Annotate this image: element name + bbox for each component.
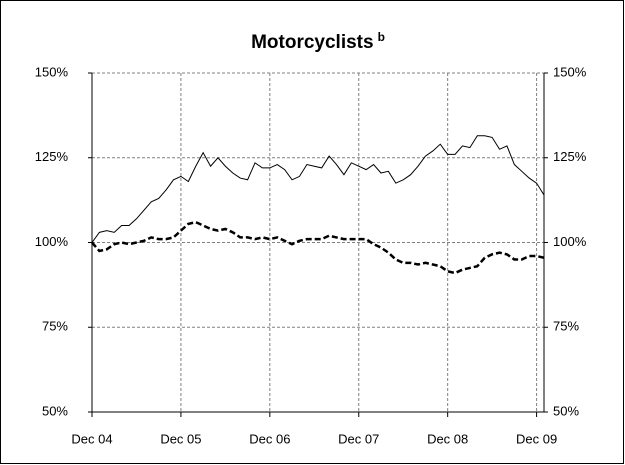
x-tick-label: Dec 07 <box>338 431 379 446</box>
x-tick-label: Dec 04 <box>71 431 112 446</box>
x-tick-label: Dec 08 <box>427 431 468 446</box>
y-tick-label: 150% <box>35 64 69 79</box>
y-tick-label: 50% <box>42 403 68 418</box>
y2-tick-label: 75% <box>553 319 579 334</box>
x-tick-label: Dec 06 <box>249 431 290 446</box>
line-series <box>91 220 545 275</box>
y-tick-label: 125% <box>35 149 69 164</box>
x-tick-label: Dec 09 <box>516 431 557 446</box>
x-tick-label: Dec 05 <box>160 431 201 446</box>
chart-title: Motorcyclists <box>251 32 373 53</box>
y-tick-label: 100% <box>35 234 69 249</box>
line-series <box>91 135 545 243</box>
y2-tick-label: 125% <box>553 149 587 164</box>
title-superscript: b <box>378 30 385 44</box>
y2-tick-label: 50% <box>553 403 579 418</box>
y2-tick-label: 100% <box>553 234 587 249</box>
y-tick-label: 75% <box>42 319 68 334</box>
y2-tick-label: 150% <box>553 64 587 79</box>
